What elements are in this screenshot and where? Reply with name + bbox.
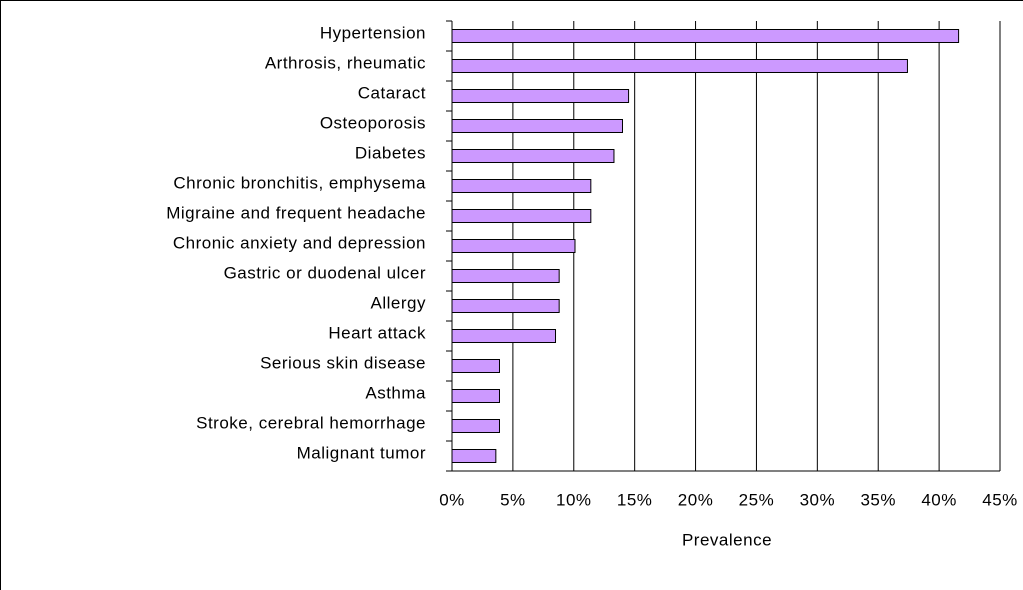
bar — [451, 149, 615, 163]
y-tick-label: Chronic bronchitis, emphysema — [173, 173, 426, 192]
bar — [451, 419, 500, 433]
bar — [451, 239, 576, 253]
bar — [451, 359, 500, 373]
y-tick-label: Cataract — [358, 83, 426, 102]
x-tick-label: 15% — [617, 490, 653, 509]
y-tick-label: Migraine and frequent headache — [166, 203, 426, 222]
x-tick-label: 10% — [556, 490, 592, 509]
y-tick-label: Gastric or duodenal ulcer — [224, 263, 426, 282]
y-tick-label: Asthma — [365, 383, 426, 402]
x-axis-title: Prevalence — [682, 530, 772, 549]
bar — [451, 119, 623, 133]
bar — [451, 299, 560, 313]
bar — [451, 179, 592, 193]
bar — [451, 449, 497, 463]
y-tick-label: Hypertension — [320, 23, 426, 42]
bar — [451, 329, 557, 343]
bar — [451, 59, 908, 73]
y-tick-label: Stroke, cerebral hemorrhage — [196, 413, 426, 432]
x-tick-label: 0% — [439, 490, 465, 509]
y-tick-label: Osteoporosis — [320, 113, 426, 132]
x-tick-label: 20% — [678, 490, 714, 509]
y-tick-label: Malignant tumor — [297, 443, 426, 462]
bar — [451, 89, 630, 103]
y-tick-label: Diabetes — [355, 143, 426, 162]
y-tick-label: Arthrosis, rheumatic — [265, 53, 426, 72]
y-tick-label: Allergy — [371, 293, 426, 312]
x-tick-label: 40% — [921, 490, 957, 509]
bar — [451, 209, 592, 223]
bar — [451, 269, 560, 283]
x-tick-label: 30% — [800, 490, 836, 509]
y-tick-label: Chronic anxiety and depression — [173, 233, 426, 252]
x-tick-label: 45% — [982, 490, 1018, 509]
y-tick-label: Serious skin disease — [260, 353, 426, 372]
x-tick-label: 5% — [500, 490, 526, 509]
bar — [451, 389, 500, 403]
x-tick-label: 35% — [860, 490, 896, 509]
x-tick-label: 25% — [739, 490, 775, 509]
bar — [451, 29, 960, 43]
y-tick-label: Heart attack — [328, 323, 426, 342]
